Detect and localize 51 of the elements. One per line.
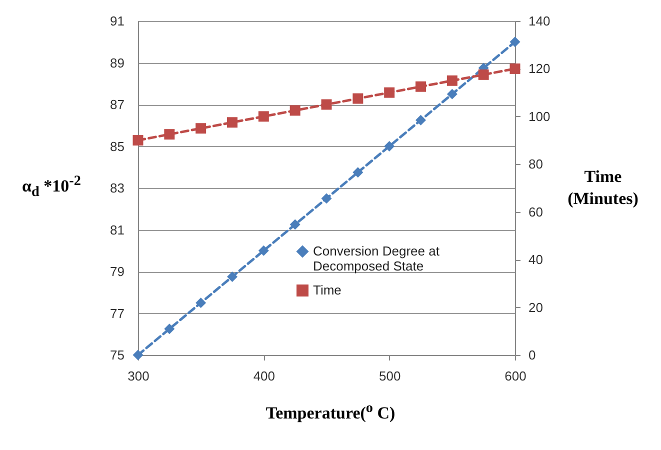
- point: [227, 271, 238, 282]
- y-tick-label: 83: [110, 180, 124, 196]
- point: [196, 123, 206, 134]
- point: [290, 219, 300, 230]
- point: [510, 36, 520, 48]
- point: [290, 105, 300, 116]
- legend-label: Conversion Degree at Decomposed State: [313, 244, 440, 274]
- point: [164, 324, 175, 334]
- y2-tick-label: 120: [528, 61, 550, 76]
- y2-tick-label: 0: [528, 348, 536, 362]
- point: [416, 114, 426, 126]
- point: [352, 93, 364, 104]
- y2-tick-label: 60: [528, 204, 543, 220]
- x-tick-label: 500: [378, 368, 401, 384]
- y-tick-label: 91: [110, 14, 124, 28]
- y-axis-title: α$_{d}$ *10$^{-2}$: [22, 173, 81, 202]
- x-axis-title: Temperature($^{o}$ C): [266, 400, 396, 424]
- point: [352, 167, 364, 178]
- y-tick-label: 75: [110, 348, 124, 362]
- point: [321, 193, 332, 204]
- y2-tick-label: 140: [528, 14, 550, 28]
- point: [164, 129, 175, 140]
- point: [227, 117, 238, 128]
- x-tick-label: 400: [253, 368, 276, 384]
- legend-label: Time: [313, 282, 342, 298]
- point: [478, 69, 489, 80]
- x-tick-label: 600: [504, 368, 526, 384]
- point: [416, 81, 426, 92]
- y2-axis-title: Time (Minutes): [566, 166, 640, 210]
- point: [132, 350, 144, 360]
- y-tick-label: 85: [110, 138, 124, 154]
- y-tick-label: 77: [110, 306, 124, 321]
- point: [196, 298, 206, 308]
- point: [258, 111, 269, 122]
- y-tick-label: 89: [110, 55, 124, 70]
- point: [321, 99, 332, 110]
- point: [132, 135, 144, 146]
- y-tick-label: 79: [110, 264, 124, 279]
- point: [446, 88, 458, 100]
- point: [446, 75, 458, 86]
- y-tick-label: 81: [110, 222, 124, 238]
- point: [258, 245, 269, 256]
- x-tick-label: 300: [128, 368, 150, 384]
- y2-tick-label: 20: [528, 300, 543, 315]
- point: [384, 141, 395, 152]
- point: [384, 87, 395, 98]
- y2-tick-label: 100: [528, 108, 550, 124]
- y2-tick-label: 40: [528, 252, 543, 268]
- y2-tick-label: 80: [528, 156, 543, 172]
- y-tick-label: 87: [110, 97, 124, 112]
- point: [510, 63, 520, 74]
